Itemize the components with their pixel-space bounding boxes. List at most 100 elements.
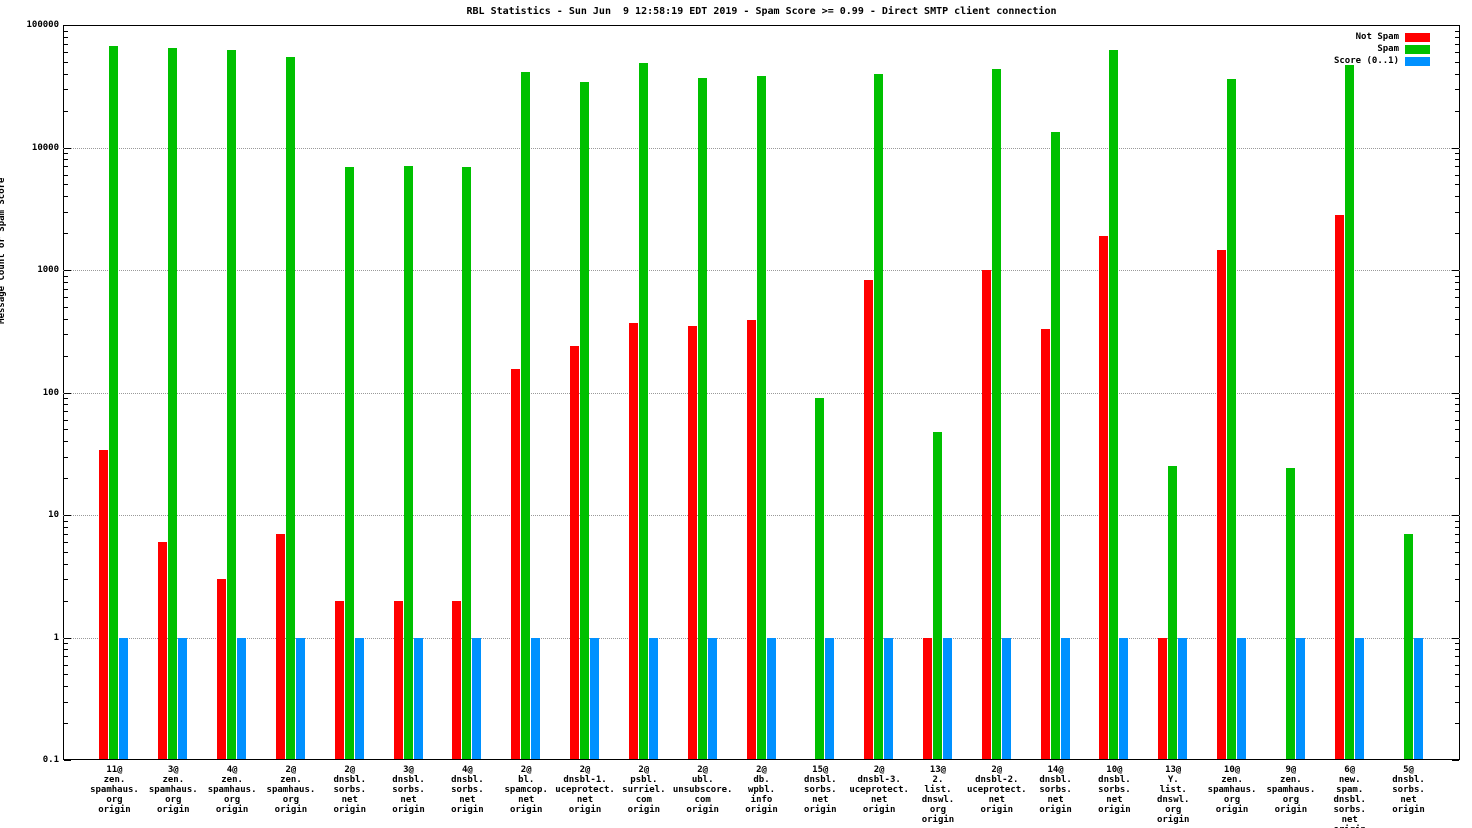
x-tick-label-line: 11@	[106, 765, 123, 775]
x-tick-label-line: origin	[1215, 805, 1249, 815]
x-tick-label-line: sorbs.	[333, 785, 366, 795]
y-minor-tick	[64, 174, 68, 176]
y-minor-tick	[1455, 520, 1459, 522]
x-tick-label-line: uceprotect.	[849, 785, 909, 795]
bar-spam	[1109, 49, 1119, 759]
x-tick-label-line: origin	[1274, 805, 1308, 815]
y-tick-mark	[1452, 270, 1459, 271]
y-minor-tick	[1455, 441, 1459, 443]
y-tick-mark	[64, 147, 71, 149]
x-tick-label-line: list.	[1159, 785, 1187, 795]
bar-score-0-1	[1001, 637, 1011, 759]
x-tick-label-line: spamhaus.	[90, 785, 139, 795]
y-minor-tick	[64, 643, 68, 645]
x-tick-label: 5@ dnsbl. sorbs. net origin	[1364, 765, 1454, 815]
x-tick-label-line: sorbs.	[804, 785, 837, 795]
x-tick-label-line: net	[988, 795, 1005, 805]
bar-not-spam	[1099, 235, 1109, 759]
y-tick-label: 1	[53, 632, 59, 643]
x-tick-label-line: net	[1400, 795, 1417, 805]
x-tick-label-line: dnsbl.	[1098, 775, 1131, 785]
x-tick-label: 13@ Y. list. dnswl. org origin	[1128, 765, 1218, 825]
bar-score-0-1	[1237, 637, 1247, 759]
x-tick-label-line: origin	[686, 805, 719, 815]
x-tick-label-line: 4@	[461, 765, 473, 775]
y-minor-tick	[1455, 211, 1459, 213]
bar-not-spam	[217, 579, 227, 759]
y-minor-tick	[1455, 398, 1459, 400]
x-tick-label: 2@ zen. spamhaus. org origin	[246, 765, 336, 815]
x-tick-label-line: org	[1223, 795, 1241, 805]
bar-score-0-1	[648, 637, 658, 759]
x-tick-label-line: zen.	[280, 775, 302, 785]
x-tick-label-line: 6@	[1344, 765, 1356, 775]
x-tick-label: 2@ db. wpbl. info origin	[717, 765, 807, 815]
x-tick-label: 15@ dnsbl. sorbs. net origin	[775, 765, 865, 815]
y-minor-tick	[1455, 61, 1459, 63]
x-tick-label-line: origin	[509, 805, 543, 815]
y-tick-mark	[64, 25, 71, 26]
y-minor-tick	[64, 441, 68, 443]
x-tick-label-line: org	[165, 795, 182, 805]
y-minor-tick	[1455, 542, 1459, 544]
x-tick-label-line: wpbl.	[747, 785, 776, 795]
x-tick-label-line: dnsbl.	[333, 775, 366, 785]
y-tick-mark	[1452, 515, 1459, 516]
x-tick-label-line: spamhaus.	[266, 785, 316, 795]
x-tick-label: 3@ zen. spamhaus. org origin	[128, 765, 218, 815]
x-tick-label-line: dnsbl.	[451, 775, 484, 785]
x-tick-label-line: spam.	[1336, 785, 1364, 795]
y-minor-tick	[1455, 429, 1459, 431]
bar-score-0-1	[1178, 637, 1188, 759]
bar-not-spam	[1217, 250, 1227, 759]
x-tick-label-line: unsubscore.	[672, 785, 733, 795]
x-tick-label-line: zen.	[1221, 775, 1243, 785]
y-tick-label: 100000	[26, 20, 59, 30]
y-tick-label: 0.1	[42, 755, 59, 765]
y-minor-tick	[1455, 674, 1459, 676]
y-minor-tick	[64, 398, 68, 400]
y-minor-tick	[1455, 419, 1459, 421]
y-minor-tick	[64, 649, 68, 651]
y-minor-tick	[1455, 478, 1459, 480]
x-tick-label-line: spamhaus.	[148, 785, 198, 795]
bar-spam	[1285, 468, 1295, 759]
bar-score-0-1	[942, 637, 952, 759]
y-tick-mark	[1452, 25, 1459, 26]
x-tick-label-line: zen.	[1280, 775, 1302, 785]
x-tick-label-line: db.	[753, 775, 770, 785]
x-tick-label: 10@ zen. spamhaus. org origin	[1187, 765, 1277, 815]
bar-not-spam	[687, 325, 697, 759]
x-tick-label: 10@ dnsbl. sorbs. net origin	[1069, 765, 1159, 815]
y-minor-tick	[64, 563, 68, 565]
x-tick-label-line: origin	[333, 805, 366, 815]
x-tick-label-line: 14@	[1047, 765, 1064, 775]
x-tick-label-line: 2.	[932, 775, 944, 785]
x-tick-label-line: sorbs.	[1333, 805, 1366, 815]
x-tick-label-line: origin	[745, 805, 778, 815]
bar-spam	[521, 72, 531, 759]
y-minor-tick	[1455, 196, 1459, 198]
bar-spam	[638, 62, 648, 759]
x-tick-label: 2@ dnsbl-1. uceprotect. net origin	[540, 765, 630, 815]
y-minor-tick	[64, 73, 68, 75]
x-tick-label-line: origin	[804, 805, 837, 815]
bar-spam	[403, 166, 413, 759]
bar-score-0-1	[766, 637, 776, 759]
bar-not-spam	[334, 600, 344, 759]
x-tick-label: 2@ ubl. unsubscore. com origin	[658, 765, 748, 815]
bar-score-0-1	[884, 637, 894, 759]
y-minor-tick	[1455, 297, 1459, 299]
x-tick-label-line: org	[1282, 795, 1299, 805]
y-tick-mark	[64, 637, 71, 639]
x-tick-label-line: uceprotect.	[966, 785, 1027, 795]
x-tick-label-line: net	[341, 795, 358, 805]
y-minor-tick	[1455, 404, 1459, 406]
x-tick-label-line: origin	[980, 805, 1014, 815]
bar-spam	[227, 50, 237, 759]
bar-not-spam	[275, 533, 285, 759]
y-minor-tick	[1455, 456, 1459, 458]
bar-spam	[815, 398, 825, 759]
x-tick-label-line: ubl.	[691, 775, 714, 785]
